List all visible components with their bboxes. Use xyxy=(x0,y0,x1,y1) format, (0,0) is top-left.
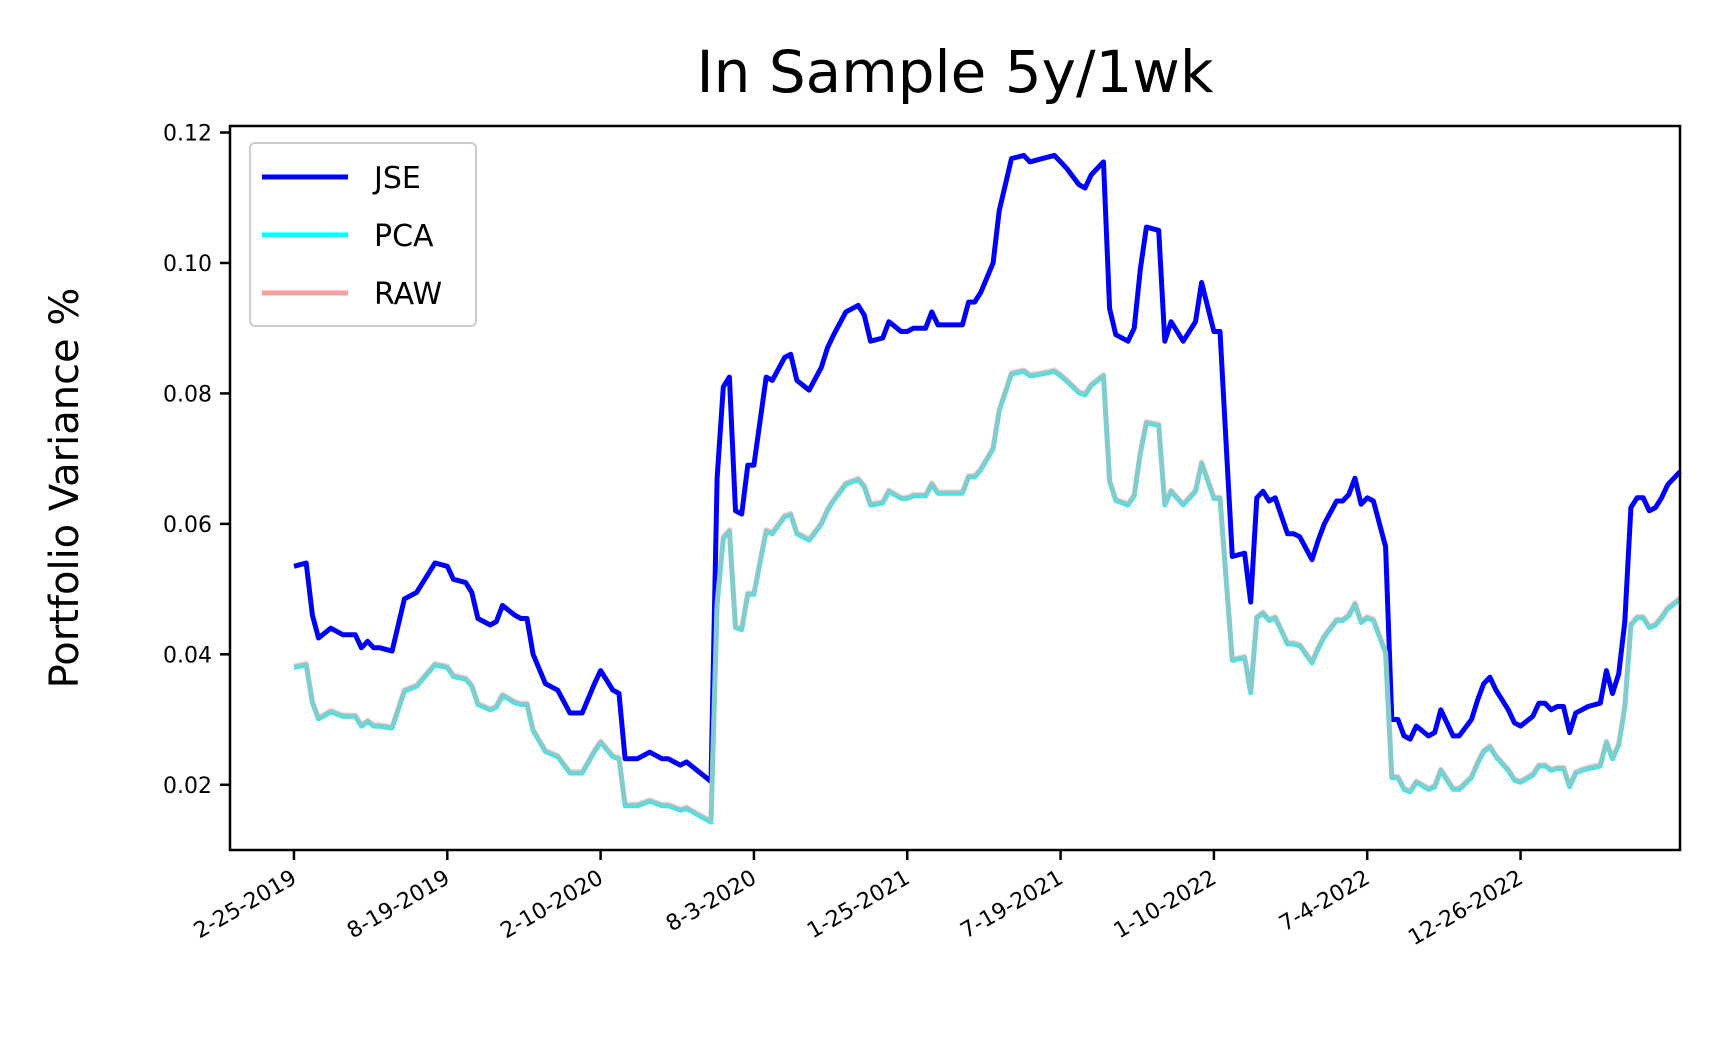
y-tick-label: 0.12 xyxy=(163,122,212,147)
x-tick-label: 8-19-2019 xyxy=(343,866,454,945)
y-tick-label: 0.06 xyxy=(163,513,212,538)
y-tick-label: 0.10 xyxy=(163,252,212,277)
legend: JSE PCA RAW xyxy=(249,142,477,327)
y-axis: 0.02 0.04 0.06 0.08 0.10 0.12 xyxy=(163,122,230,799)
y-tick-label: 0.02 xyxy=(163,774,212,799)
x-tick-label: 8-3-2020 xyxy=(662,866,761,938)
x-tick-label: 2-25-2019 xyxy=(190,866,301,945)
series-line-pca xyxy=(293,368,1682,825)
x-tick-label: 7-19-2021 xyxy=(956,866,1067,945)
y-tick-label: 0.08 xyxy=(163,382,212,407)
series-line-raw xyxy=(293,367,1682,824)
y-tick-label: 0.04 xyxy=(163,643,212,668)
x-axis: 2-25-2019 8-19-2019 2-10-2020 8-3-2020 1-25-… xyxy=(190,850,1528,951)
legend-box xyxy=(249,142,477,327)
plot-frame xyxy=(228,124,1682,852)
x-tick-label: 2-10-2020 xyxy=(496,866,607,945)
legend-label-pca: PCA xyxy=(374,219,434,254)
y-axis-label: Portfolio Variance % xyxy=(42,288,88,689)
x-tick-label: 1-25-2021 xyxy=(803,866,914,945)
x-tick-label: 12-26-2022 xyxy=(1404,866,1527,952)
series-line-jse xyxy=(293,152,1682,784)
series-layer xyxy=(293,152,1682,825)
x-tick-label: 1-10-2022 xyxy=(1110,866,1221,945)
legend-label-raw: RAW xyxy=(374,277,442,312)
chart-title: In Sample 5y/1wk xyxy=(697,38,1214,106)
x-tick-label: 7-4-2022 xyxy=(1275,866,1374,938)
legend-label-jse: JSE xyxy=(372,161,421,196)
